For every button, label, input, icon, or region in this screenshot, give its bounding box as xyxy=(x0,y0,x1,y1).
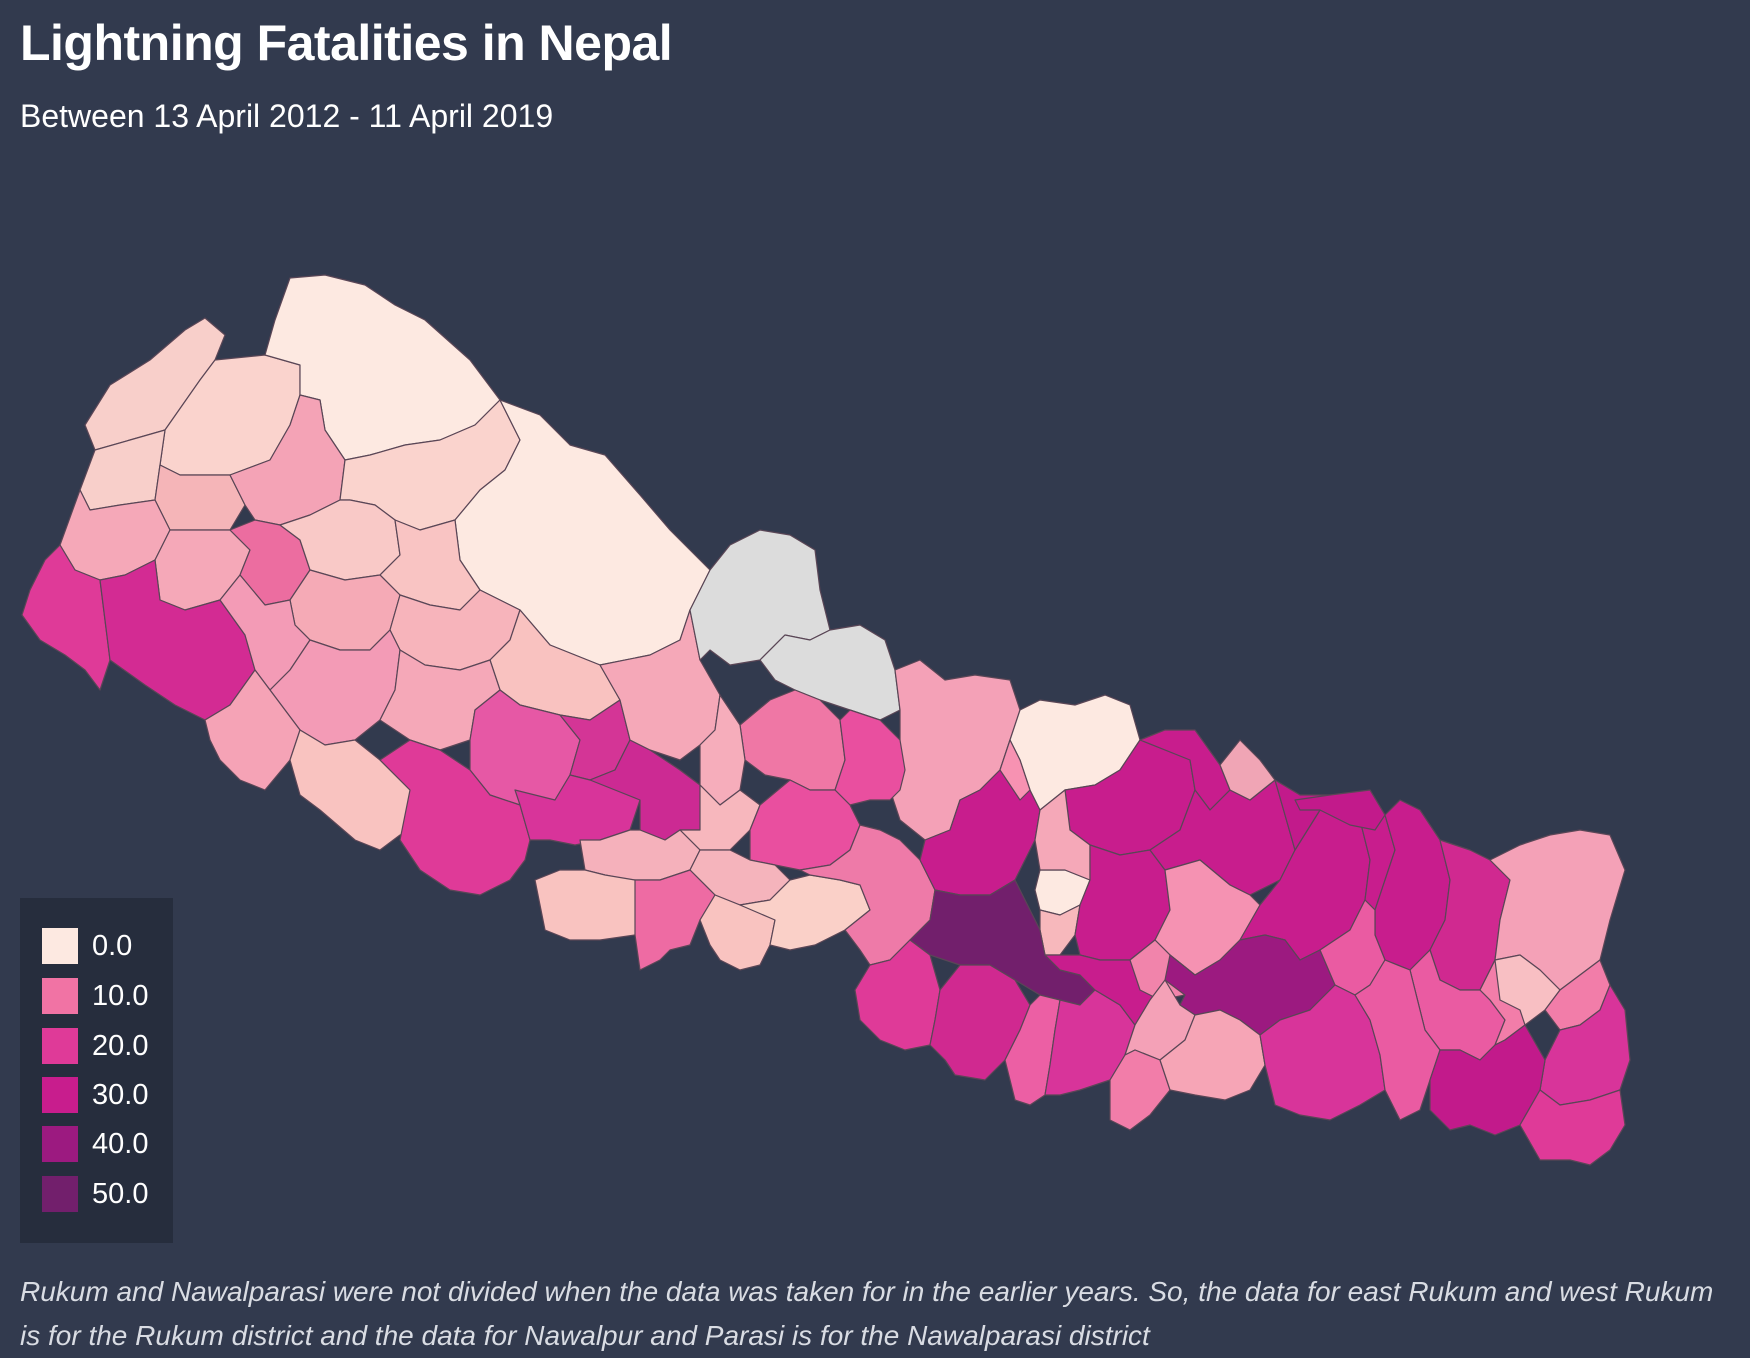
legend-label: 0.0 xyxy=(92,929,133,962)
district-region[interactable] xyxy=(834,709,906,806)
legend-item: 30.0 xyxy=(42,1077,148,1113)
footnote: Rukum and Nawalparasi were not divided w… xyxy=(20,1276,1714,1351)
legend-swatch xyxy=(42,978,78,1014)
legend-label: 20.0 xyxy=(92,1029,149,1062)
nepal-district-map xyxy=(21,274,1631,1166)
legend-swatch xyxy=(42,1176,78,1212)
map-subtitle: Between 13 April 2012 - 11 April 2019 xyxy=(20,98,554,134)
legend-item: 10.0 xyxy=(42,978,148,1014)
legend-item: 0.0 xyxy=(42,928,132,964)
map-legend: 0.0 10.0 20.0 30.0 40.0 50.0 xyxy=(20,898,173,1243)
legend-item: 20.0 xyxy=(42,1028,148,1064)
legend-label: 30.0 xyxy=(92,1078,149,1111)
district-region[interactable] xyxy=(1519,1089,1626,1166)
district-region[interactable] xyxy=(534,869,641,941)
district-region[interactable] xyxy=(679,784,761,851)
map-title: Lightning Fatalities in Nepal xyxy=(20,15,673,71)
legend-label: 40.0 xyxy=(92,1127,149,1160)
legend-label: 50.0 xyxy=(92,1177,149,1210)
district-region[interactable] xyxy=(739,689,846,791)
legend-label: 10.0 xyxy=(92,979,149,1012)
district-region[interactable] xyxy=(21,544,111,691)
district-region[interactable] xyxy=(379,739,531,896)
legend-swatch xyxy=(42,1028,78,1064)
legend-swatch xyxy=(42,1126,78,1162)
legend-swatch xyxy=(42,928,78,964)
district-region[interactable] xyxy=(634,869,716,971)
district-region[interactable] xyxy=(1219,739,1276,801)
legend-item: 50.0 xyxy=(42,1176,148,1212)
district-region[interactable] xyxy=(999,739,1031,801)
legend-item: 40.0 xyxy=(42,1126,148,1162)
legend-swatch xyxy=(42,1077,78,1113)
district-region[interactable] xyxy=(1294,789,1386,831)
